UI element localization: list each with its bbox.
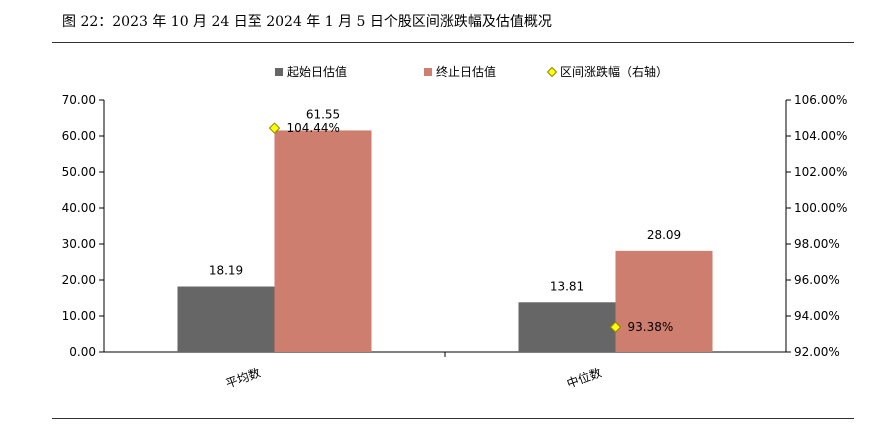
bars <box>177 130 713 352</box>
right-axis-tick-label: 100.00% <box>794 201 847 215</box>
left-axis-tick-label: 30.00 <box>62 237 96 251</box>
markers: 104.44% 93.38% <box>268 121 674 334</box>
bar-value-label: 13.81 <box>550 279 584 293</box>
top-divider <box>52 42 854 43</box>
right-axis-tick-label: 92.00% <box>794 345 840 359</box>
x-axis-category-label: 中位数 <box>564 365 603 391</box>
bar-value-label: 61.55 <box>306 107 340 121</box>
left-axis-tick-label: 70.00 <box>62 93 96 107</box>
legend-swatch-diamond <box>546 66 558 78</box>
bar-labels: 18.19 61.55 13.81 28.09 <box>209 107 681 293</box>
marker-value-label: 93.38% <box>628 320 674 334</box>
bar <box>274 130 372 352</box>
bar <box>615 250 713 352</box>
legend-label: 起始日估值 <box>287 64 347 79</box>
bar-value-label: 18.19 <box>209 264 243 278</box>
left-axis-tick-label: 0.00 <box>69 345 96 359</box>
right-axis-tick-label: 96.00% <box>794 273 840 287</box>
x-axis-category-label: 平均数 <box>223 365 262 391</box>
marker-value-label: 104.44% <box>287 121 340 135</box>
right-axis-tick-label: 104.00% <box>794 129 847 143</box>
legend-label: 区间涨跌幅（右轴） <box>560 64 668 79</box>
bar <box>518 302 616 352</box>
left-axis-tick-label: 50.00 <box>62 165 96 179</box>
right-axis-tick-label: 102.00% <box>794 165 847 179</box>
legend-label: 终止日估值 <box>436 64 496 79</box>
right-axis-tick-label: 98.00% <box>794 237 840 251</box>
legend-swatch <box>275 68 283 76</box>
left-axis-tick-label: 10.00 <box>62 309 96 323</box>
right-axis-tick-label: 106.00% <box>794 93 847 107</box>
left-axis-tick-label: 20.00 <box>62 273 96 287</box>
diamond-marker <box>609 321 622 333</box>
bar <box>177 286 275 352</box>
bar-value-label: 28.09 <box>647 228 681 242</box>
left-axis-tick-label: 60.00 <box>62 129 96 143</box>
legend-swatch <box>424 68 432 76</box>
left-axis-tick-label: 40.00 <box>62 201 96 215</box>
figure-title: 图 22：2023 年 10 月 24 日至 2024 年 1 月 5 日个股区… <box>62 14 552 30</box>
bottom-divider <box>52 418 854 419</box>
diamond-marker <box>268 122 281 134</box>
legend: 起始日估值 终止日估值 区间涨跌幅（右轴） <box>275 64 668 79</box>
right-axis-tick-label: 94.00% <box>794 309 840 323</box>
